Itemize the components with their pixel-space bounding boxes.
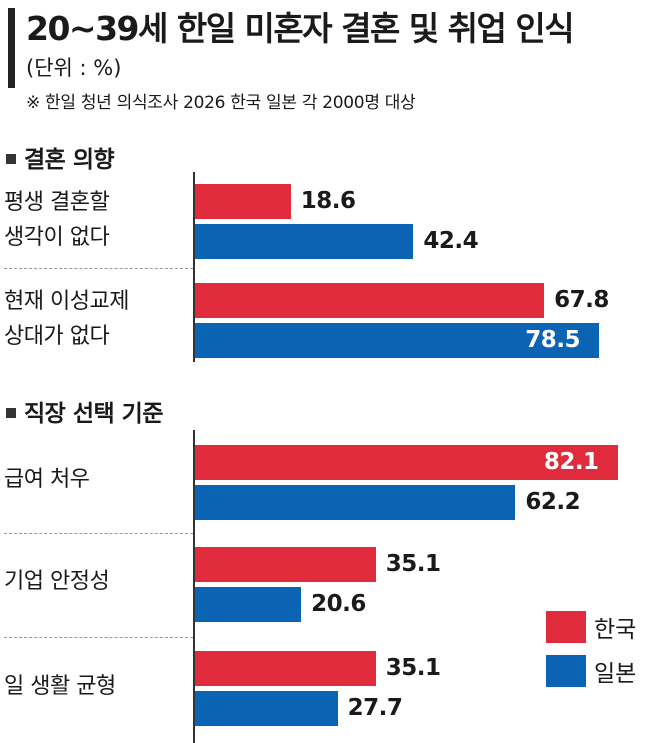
legend-swatch-korea (546, 611, 586, 643)
bar-jp (195, 587, 302, 622)
title-accent-bar (8, 8, 15, 88)
chart-title: 20~39세 한일 미혼자 결혼 및 취업 인식 (26, 9, 575, 48)
legend-korea: 한국 (546, 610, 637, 643)
legend-label-japan: 일본 (594, 661, 637, 687)
bar-jp (195, 323, 600, 358)
data-label: 78.5 (525, 327, 581, 353)
data-label: 35.1 (385, 551, 441, 577)
legend-swatch-japan (546, 655, 586, 687)
section-title-marriage: 결혼 의향 (6, 140, 115, 174)
marriage-axis-line (193, 172, 195, 362)
section-square-icon (6, 153, 16, 164)
job-axis-line (193, 430, 195, 743)
bar-kr (195, 547, 376, 582)
category-label: 생각이 없다 (4, 225, 110, 250)
section-title-text: 결혼 의향 (24, 147, 115, 173)
data-label: 27.7 (347, 695, 403, 721)
section-title-text: 직장 선택 기준 (24, 401, 163, 427)
bar-kr (195, 651, 376, 686)
legend-japan: 일본 (546, 654, 637, 687)
unit-label: (단위 : %) (26, 56, 122, 80)
section-title-job: 직장 선택 기준 (6, 394, 163, 428)
data-label: 42.4 (423, 228, 479, 254)
bar-kr (195, 184, 291, 219)
data-label: 82.1 (543, 449, 599, 475)
bar-jp (195, 691, 338, 726)
category-label: 일 생활 균형 (4, 674, 116, 699)
category-label: 현재 이성교제 (4, 289, 129, 314)
bar-kr (195, 283, 545, 318)
data-label: 62.2 (525, 489, 581, 515)
legend-label-korea: 한국 (594, 617, 637, 643)
data-label: 35.1 (385, 655, 441, 681)
data-label: 18.6 (300, 188, 356, 214)
group-separator (4, 637, 193, 638)
category-label: 급여 처우 (4, 467, 90, 492)
category-label: 상대가 없다 (4, 324, 110, 349)
bar-jp (195, 224, 414, 259)
group-separator (4, 268, 193, 269)
survey-note: ※ 한일 청년 의식조사 2026 한국 일본 각 2000명 대상 (26, 93, 416, 113)
bar-kr (195, 445, 618, 480)
group-separator (4, 533, 193, 534)
category-label: 평생 결혼할 (4, 190, 110, 215)
data-label: 20.6 (311, 591, 366, 617)
data-label: 67.8 (554, 287, 609, 313)
section-square-icon (6, 407, 16, 418)
category-label: 기업 안정성 (4, 569, 110, 594)
bar-jp (195, 485, 516, 520)
